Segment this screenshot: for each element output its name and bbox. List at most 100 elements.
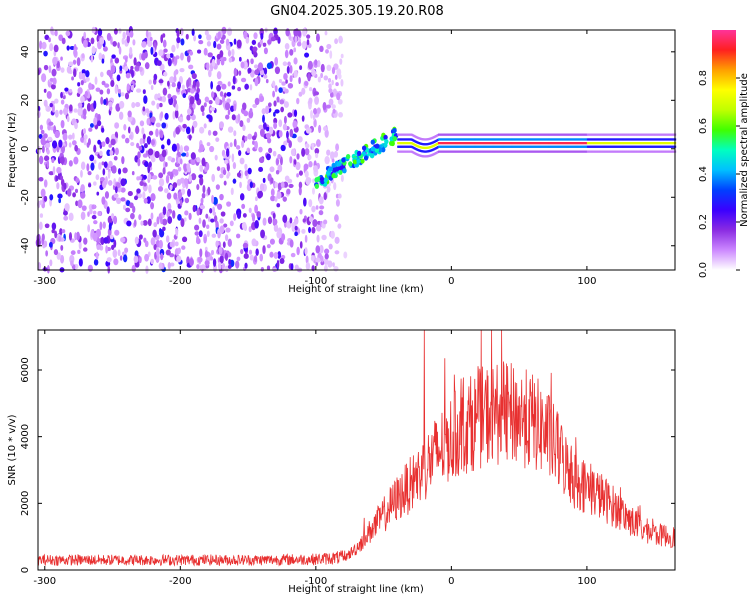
spectrogram-cell bbox=[345, 153, 351, 160]
spectrogram-cell bbox=[201, 192, 206, 199]
spectrogram-cell bbox=[283, 101, 289, 108]
spectrogram-cell bbox=[160, 216, 163, 225]
spectrogram-cell bbox=[132, 205, 136, 214]
colorbar-tick-label: 0.2 bbox=[698, 214, 709, 230]
spectrogram-cell bbox=[111, 244, 115, 250]
spectrogram-cell bbox=[258, 124, 264, 130]
spectrogram-cell bbox=[203, 102, 207, 108]
spectrogram-cell bbox=[60, 178, 65, 187]
spectrogram-cell bbox=[127, 191, 133, 197]
spectrogram-cell bbox=[249, 84, 253, 91]
spectrogram-cell bbox=[293, 159, 297, 165]
spectrogram-cell bbox=[274, 56, 279, 66]
spectrogram-cell bbox=[273, 100, 277, 107]
spectrogram-cell bbox=[50, 126, 54, 131]
spectrogram-cell bbox=[334, 74, 338, 80]
spectrogram-cell bbox=[152, 175, 158, 180]
spectrogram-cell bbox=[341, 157, 346, 163]
spectrogram-cell bbox=[265, 79, 269, 84]
spectrogram-cell bbox=[254, 97, 260, 106]
spectrogram-cell bbox=[296, 153, 300, 160]
spectrogram-cell bbox=[323, 126, 328, 132]
spectrogram-cell bbox=[82, 39, 88, 48]
spectrogram-cell bbox=[166, 138, 171, 146]
spectrogram-cell bbox=[43, 133, 48, 139]
spectrogram-cell bbox=[113, 155, 118, 161]
spectrogram-cell bbox=[90, 54, 94, 63]
spectrogram-cell bbox=[274, 181, 278, 189]
spectrogram-cell bbox=[160, 252, 164, 261]
spectrogram-cell bbox=[311, 69, 317, 77]
spectrogram-cell bbox=[60, 67, 65, 73]
spectrogram-cell bbox=[171, 143, 177, 152]
spectrogram-cell bbox=[103, 237, 109, 244]
spectrogram-cell bbox=[254, 255, 258, 263]
spectrogram-cell bbox=[219, 218, 224, 224]
spectrogram-cell bbox=[325, 49, 329, 54]
spectrogram-cell bbox=[313, 118, 317, 128]
spectrogram-cell bbox=[283, 115, 287, 125]
spectrogram-cell bbox=[370, 146, 376, 152]
spectrogram-cell bbox=[260, 267, 264, 272]
spectrogram-cell bbox=[48, 65, 52, 74]
spectrogram-cell bbox=[281, 233, 286, 242]
spectrogram-cell bbox=[167, 93, 172, 100]
spectrogram-cell bbox=[227, 171, 231, 177]
spectrogram-cell bbox=[54, 130, 60, 139]
spectrogram-cell bbox=[334, 38, 339, 45]
spectrogram-cell bbox=[315, 205, 319, 210]
spectrogram-cell bbox=[306, 34, 311, 39]
spectrogram-cell bbox=[273, 252, 279, 259]
spectrogram-cell bbox=[61, 229, 66, 234]
spectrogram-cell bbox=[126, 83, 130, 91]
spectrogram-cell bbox=[145, 108, 150, 114]
spectrogram-cell bbox=[290, 148, 296, 157]
spectrogram-cell bbox=[93, 259, 99, 266]
spectrogram-cell bbox=[174, 241, 179, 247]
spectrogram-cell bbox=[186, 79, 190, 89]
spectrogram-cell bbox=[301, 40, 307, 50]
spectrogram-cell bbox=[52, 56, 58, 66]
spectrogram-cell bbox=[384, 139, 389, 145]
spectrogram-cell bbox=[108, 143, 112, 148]
spectrogram-cell bbox=[119, 100, 125, 109]
spectrogram-cell bbox=[63, 182, 67, 190]
spectrogram-cell bbox=[323, 177, 328, 183]
spectrogram-cell bbox=[87, 138, 91, 146]
spectrogram-cell bbox=[124, 92, 130, 100]
spectrogram-cell bbox=[304, 170, 309, 178]
spectrogram-cell bbox=[51, 222, 57, 231]
spectrogram-cell bbox=[336, 161, 342, 167]
spectrogram-cell bbox=[186, 163, 191, 171]
spectrogram-cell bbox=[80, 184, 85, 193]
spectrogram-cell bbox=[326, 149, 331, 156]
spectrogram-cell bbox=[137, 193, 143, 199]
spectrogram-cell bbox=[143, 95, 148, 104]
spectrogram-cell bbox=[189, 50, 194, 56]
spectrogram-cell bbox=[247, 167, 252, 175]
spectrogram-cell bbox=[43, 155, 50, 162]
spectrogram-cell bbox=[310, 109, 313, 119]
spectrogram-cell bbox=[259, 253, 264, 262]
spectrogram-cell bbox=[136, 88, 142, 93]
spectrogram-cell bbox=[39, 40, 43, 50]
spectrogram-cell bbox=[142, 174, 147, 180]
spectrogram-cell bbox=[54, 230, 58, 239]
spectrogram-cell bbox=[142, 191, 146, 200]
spectrogram-cell bbox=[119, 255, 123, 261]
spectrogram-cell bbox=[128, 134, 133, 139]
spectrogram-cell bbox=[88, 82, 93, 91]
spectrogram-cell bbox=[130, 84, 135, 91]
spectrogram-cell bbox=[277, 251, 282, 259]
spectrogram-cell bbox=[71, 140, 77, 146]
spectrogram-cell bbox=[99, 150, 103, 157]
spectrogram-cell bbox=[244, 163, 248, 171]
spectrogram-cell bbox=[293, 217, 299, 225]
spectrogram-cell bbox=[280, 144, 286, 152]
spectrogram-cell bbox=[227, 49, 232, 57]
spectrogram-cell bbox=[262, 122, 267, 130]
spectrogram-cell bbox=[301, 147, 306, 157]
spectrogram-cell bbox=[153, 73, 158, 81]
